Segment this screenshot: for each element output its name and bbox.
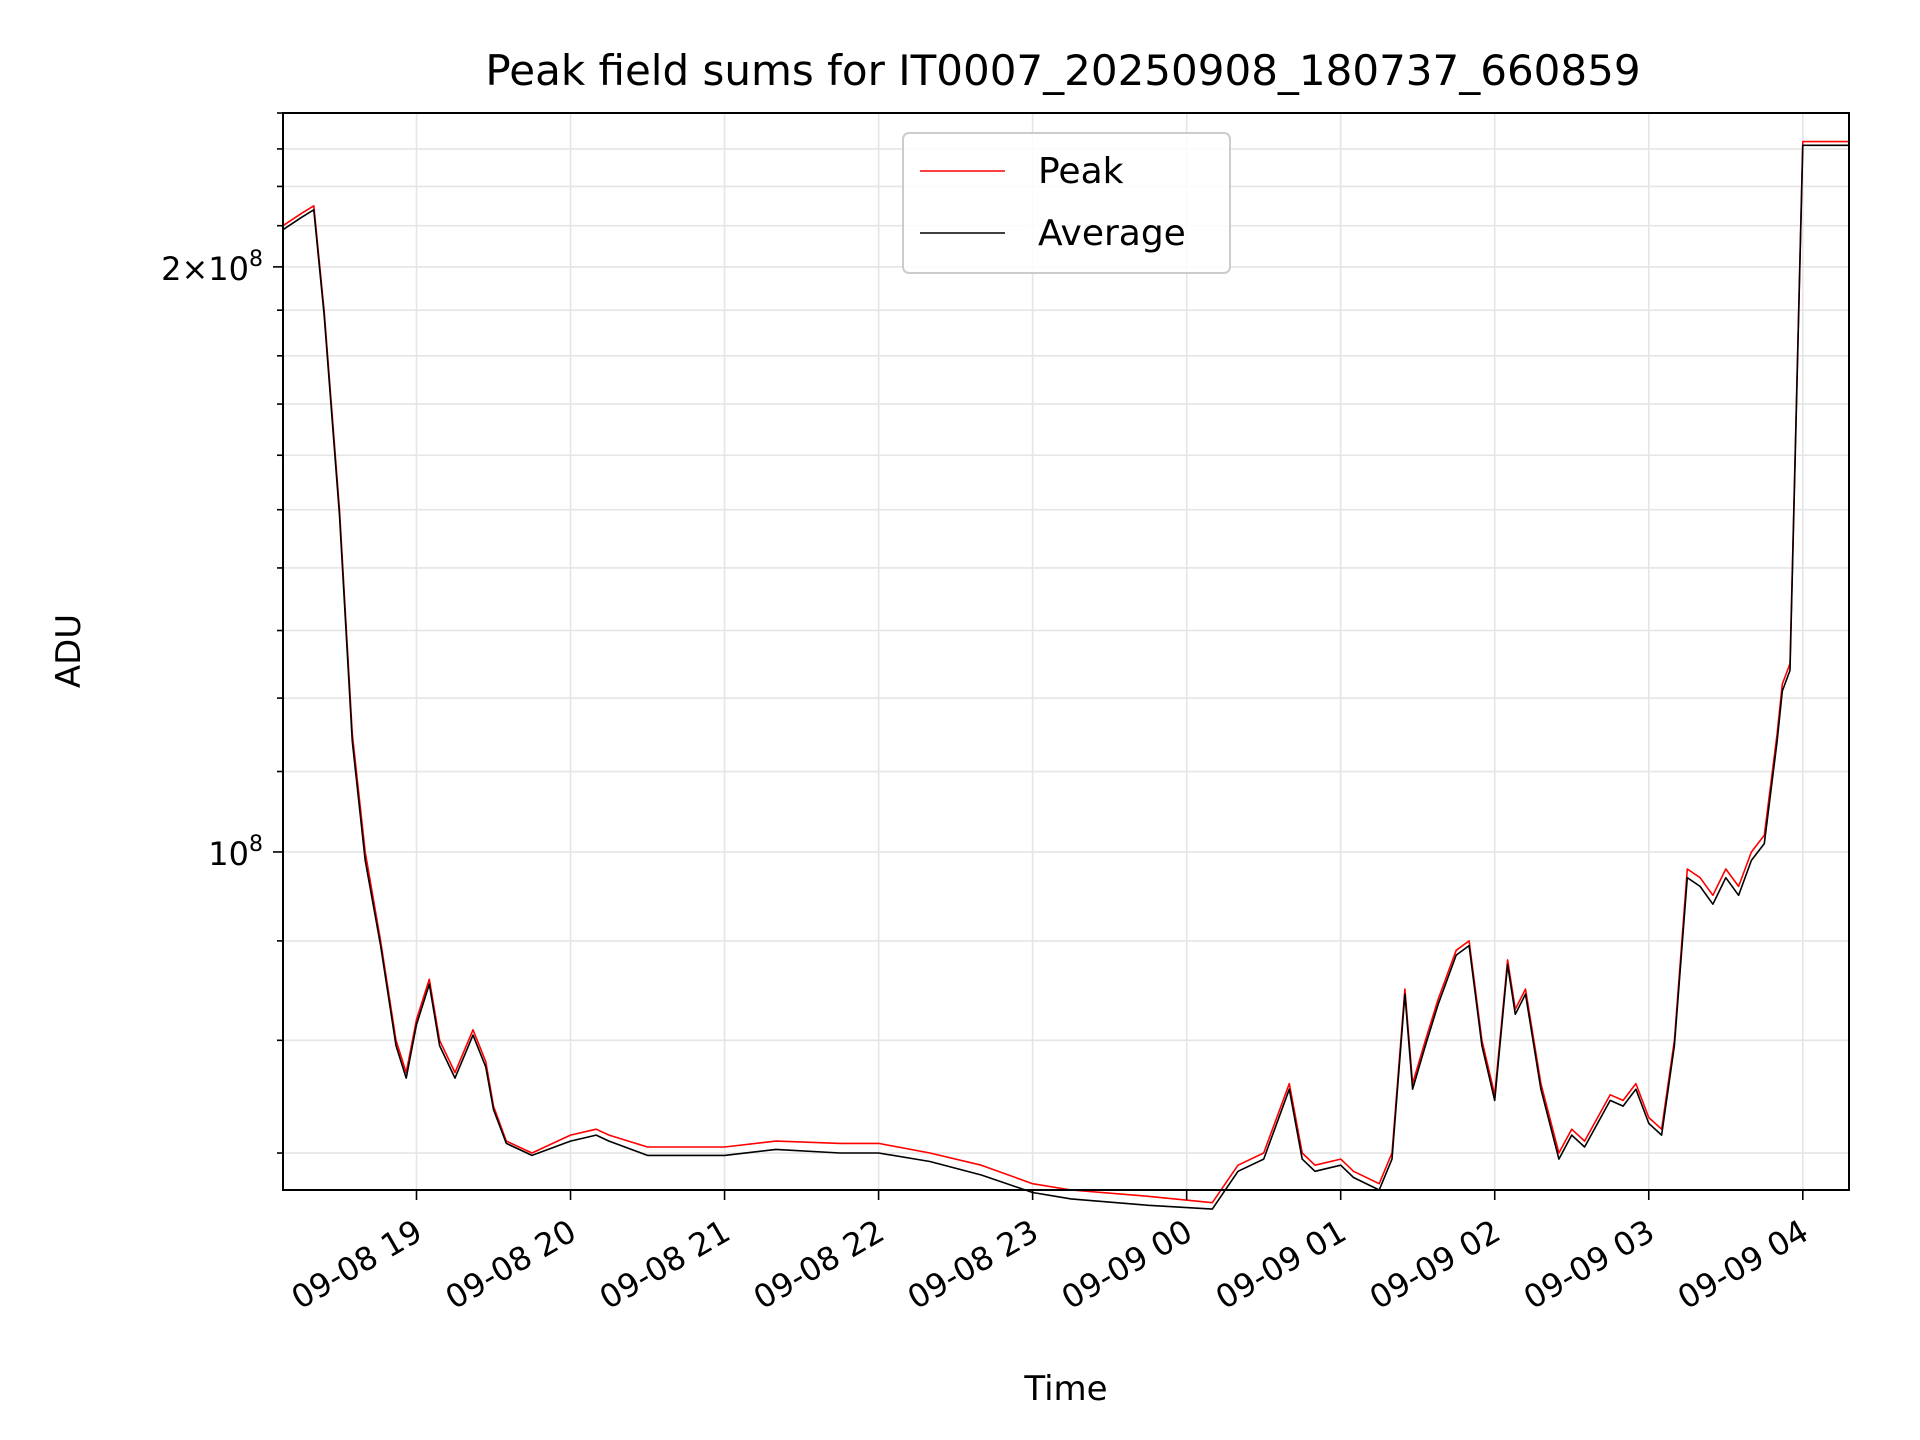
y-axis-ticks: 108 2×108 xyxy=(161,112,283,1154)
legend-label-peak: Peak xyxy=(1038,151,1124,192)
y-axis-label: ADU xyxy=(49,614,89,688)
x-axis-label: Time xyxy=(1023,1369,1107,1409)
series-lines xyxy=(282,140,1849,1210)
series-line-average xyxy=(282,144,1849,1210)
legend-box xyxy=(902,132,1231,274)
chart-title: Peak field sums for IT0007_20250908_1807… xyxy=(485,46,1640,95)
legend: Peak Average xyxy=(902,132,1231,274)
legend-label-average: Average xyxy=(1038,213,1186,254)
y-tick-label: 108 xyxy=(208,832,263,873)
y-tick-label: 2×108 xyxy=(161,247,263,288)
plot-frame xyxy=(282,112,1850,1191)
